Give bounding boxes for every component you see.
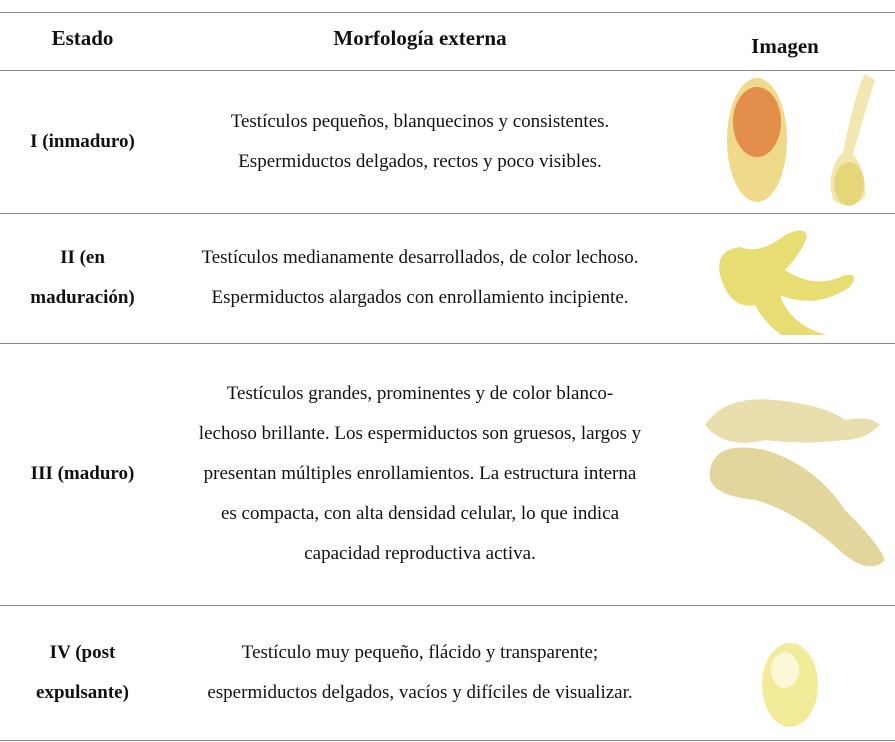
header-cell: Morfología externa	[165, 18, 675, 58]
morfologia-cell: Testículos grandes, prominentes y de col…	[165, 343, 675, 605]
estado-line: IV (post	[49, 641, 116, 663]
morfologia-line: Testículos medianamente desarrollados, d…	[201, 247, 639, 268]
row-rule	[0, 343, 895, 344]
image-stage-2	[719, 230, 854, 335]
morfologia-line: espermiductos delgados, vacíos y difícil…	[207, 681, 633, 703]
estado-line: I (inmaduro)	[30, 130, 135, 152]
header-text: Morfología externa	[333, 26, 507, 50]
estado-line: II (en	[60, 247, 105, 268]
morfologia-line: lechoso brillante. Los espermiductos son…	[198, 423, 642, 444]
morfologia-line: capacidad reproductiva activa.	[304, 543, 536, 564]
morfologia-line: Espermiductos alargados con enrollamient…	[211, 287, 629, 308]
row-rule	[0, 12, 895, 13]
morfologia-line: Espermiductos delgados, rectos y poco vi…	[238, 150, 602, 172]
morfologia-line: Testículos pequeños, blanquecinos y cons…	[230, 110, 610, 132]
row-rule	[0, 70, 895, 71]
row-rule	[0, 740, 895, 741]
image-stage-3	[705, 399, 885, 567]
morfologia-line: presentan múltiples enrollamientos. La e…	[203, 463, 637, 484]
header-text: Estado	[51, 26, 114, 50]
header-text: Imagen	[751, 34, 819, 58]
morfologia-cell: Testículos medianamente desarrollados, d…	[165, 213, 675, 343]
estado-cell: II (en maduración)	[0, 213, 165, 343]
morfologia-cell: Testículo muy pequeño, flácido y transpa…	[165, 605, 675, 740]
header-cell: Imagen	[675, 26, 895, 66]
image-stage-1	[727, 74, 875, 206]
estado-line: III (maduro)	[30, 463, 135, 484]
morfologia-line: Testículos grandes, prominentes y de col…	[226, 383, 614, 404]
row-rule	[0, 213, 895, 214]
estado-line: maduración)	[30, 287, 135, 308]
estado-cell: III (maduro)	[0, 343, 165, 605]
estado-cell: I (inmaduro)	[0, 70, 165, 213]
header-cell: Estado	[0, 18, 165, 58]
morfologia-cell: Testículos pequeños, blanquecinos y cons…	[165, 70, 675, 213]
estado-cell: IV (post expulsante)	[0, 605, 165, 740]
estado-line: expulsante)	[36, 681, 129, 703]
morfologia-line: Testículo muy pequeño, flácido y transpa…	[241, 641, 599, 663]
morfologia-line: es compacta, con alta densidad celular, …	[220, 503, 620, 524]
image-stage-4	[762, 643, 818, 727]
row-rule	[0, 605, 895, 606]
